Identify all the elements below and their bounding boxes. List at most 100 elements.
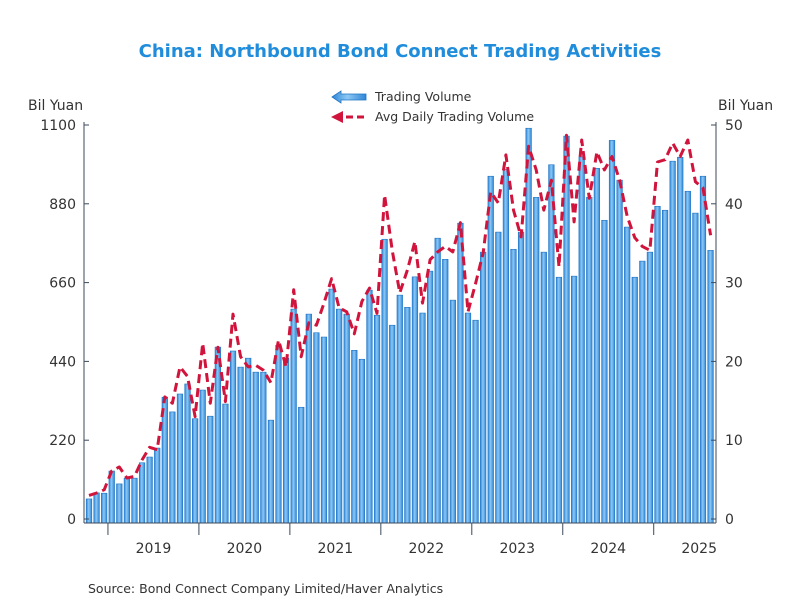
bar-trading-volume	[116, 483, 123, 524]
bar-trading-volume	[487, 175, 494, 524]
bar-trading-volume	[692, 212, 699, 524]
bar-trading-volume	[290, 308, 297, 524]
bar-trading-volume	[411, 276, 419, 524]
bar-trading-volume	[601, 219, 608, 524]
bar-trading-volume	[555, 276, 563, 524]
bar-trading-volume	[404, 307, 411, 524]
bar-trading-volume	[586, 197, 593, 524]
bar-trading-volume	[396, 294, 403, 524]
legend-item-trading-volume: Trading Volume	[331, 89, 472, 104]
bar-trading-volume	[639, 260, 646, 524]
bar-trading-volume	[123, 477, 130, 524]
bar-trading-volume	[313, 332, 320, 524]
right-tick-label: 50	[725, 118, 743, 134]
bar-trading-volume	[237, 366, 244, 524]
bar-trading-volume	[267, 419, 275, 524]
bar-trading-volume	[138, 462, 146, 524]
bar-trading-volume	[298, 406, 305, 524]
bar-trading-volume	[207, 415, 214, 524]
bar-trading-volume	[184, 383, 191, 524]
bar-trading-volume	[199, 389, 206, 524]
bar-trading-volume	[305, 313, 312, 524]
axes: 0 220 440 660 880 1100 0 10 20 30 40 50 2019 2020 2021…	[40, 118, 742, 557]
bar-trading-volume	[176, 393, 184, 524]
bar-trading-volume	[646, 251, 654, 524]
bar-trading-volume	[457, 222, 464, 524]
bar-trading-volume	[93, 492, 100, 524]
bar-trading-volume	[222, 403, 229, 524]
bar-trading-volume	[517, 231, 525, 524]
bar-trading-volume	[245, 357, 252, 524]
x-tick-label-year: 2020	[227, 541, 263, 557]
left-axis-unit: Bil Yuan	[28, 98, 84, 114]
bar-trading-volume	[540, 251, 547, 524]
bar-trading-volume	[502, 169, 510, 524]
left-tick-label: 440	[49, 354, 76, 370]
bar-trading-volume	[669, 160, 676, 524]
bar-trading-volume	[434, 237, 441, 524]
bar-trading-volume	[563, 135, 570, 524]
bar-trading-volume	[389, 324, 396, 524]
bar-trading-volume	[328, 288, 335, 524]
bar-trading-volume	[699, 175, 707, 524]
bar-trading-volume	[464, 312, 472, 524]
left-tick-label: 0	[67, 512, 76, 528]
x-tick-label-year: 2023	[499, 541, 535, 557]
chart-title: China: Northbound Bond Connect Trading A…	[138, 41, 662, 62]
bar-trading-volume	[578, 156, 585, 524]
bar-trading-volume	[131, 477, 138, 524]
x-tick-label-year: 2024	[590, 541, 626, 557]
bar-trading-volume	[472, 319, 479, 524]
bar-trading-volume	[336, 308, 343, 524]
bar-trading-volume	[366, 289, 373, 524]
bar-trading-volume	[192, 418, 199, 524]
bar-series	[85, 127, 714, 524]
bar-trading-volume	[214, 346, 221, 524]
bar-trading-volume	[593, 168, 600, 524]
bar-trading-volume	[495, 231, 502, 524]
bar-trading-volume	[282, 357, 290, 524]
bar-trading-volume	[146, 456, 153, 524]
x-tick-label-year: 2019	[136, 541, 172, 557]
bar-trading-volume	[631, 276, 638, 524]
x-tick-label-year: 2022	[408, 541, 444, 557]
bar-trading-volume	[654, 206, 661, 524]
bar-trading-volume	[358, 358, 365, 524]
bar-trading-volume	[275, 344, 282, 524]
bar-trading-volume	[169, 411, 176, 524]
right-tick-label: 10	[725, 433, 743, 449]
bar-trading-volume	[571, 275, 578, 524]
bar-trading-volume	[154, 447, 161, 524]
bar-trading-volume	[101, 492, 108, 524]
line-series-avg-daily	[88, 133, 713, 497]
bar-trading-volume	[419, 312, 426, 524]
left-tick-label: 880	[49, 197, 76, 213]
left-tick-label: 1100	[40, 118, 76, 134]
legend: Trading Volume Avg Daily Trading Volume	[331, 89, 534, 124]
right-tick-label: 30	[725, 276, 743, 292]
bar-trading-volume	[426, 270, 434, 524]
bar-trading-volume	[533, 197, 540, 524]
x-tick-label-year: 2025	[681, 541, 717, 557]
bar-trading-volume	[260, 371, 267, 524]
bar-trading-volume	[707, 250, 714, 524]
right-axis-unit: Bil Yuan	[718, 98, 774, 114]
bar-trading-volume	[442, 259, 449, 524]
bar-trading-volume	[449, 299, 456, 524]
bar-trading-volume	[608, 140, 616, 524]
legend-bar-arrow-icon	[331, 90, 367, 104]
bar-trading-volume	[525, 127, 532, 524]
right-tick-label: 20	[725, 354, 743, 370]
right-tick-label: 0	[725, 512, 734, 528]
bar-trading-volume	[510, 248, 517, 524]
legend-item-avg-daily: Avg Daily Trading Volume	[331, 109, 534, 124]
x-tick-label-year: 2021	[318, 541, 354, 557]
bar-trading-volume	[684, 190, 691, 524]
bar-trading-volume	[343, 313, 350, 524]
bar-trading-volume	[480, 251, 487, 524]
left-tick-label: 220	[49, 433, 76, 449]
bar-trading-volume	[661, 209, 669, 524]
bar-trading-volume	[624, 226, 631, 524]
source-note: Source: Bond Connect Company Limited/Hav…	[88, 581, 444, 596]
